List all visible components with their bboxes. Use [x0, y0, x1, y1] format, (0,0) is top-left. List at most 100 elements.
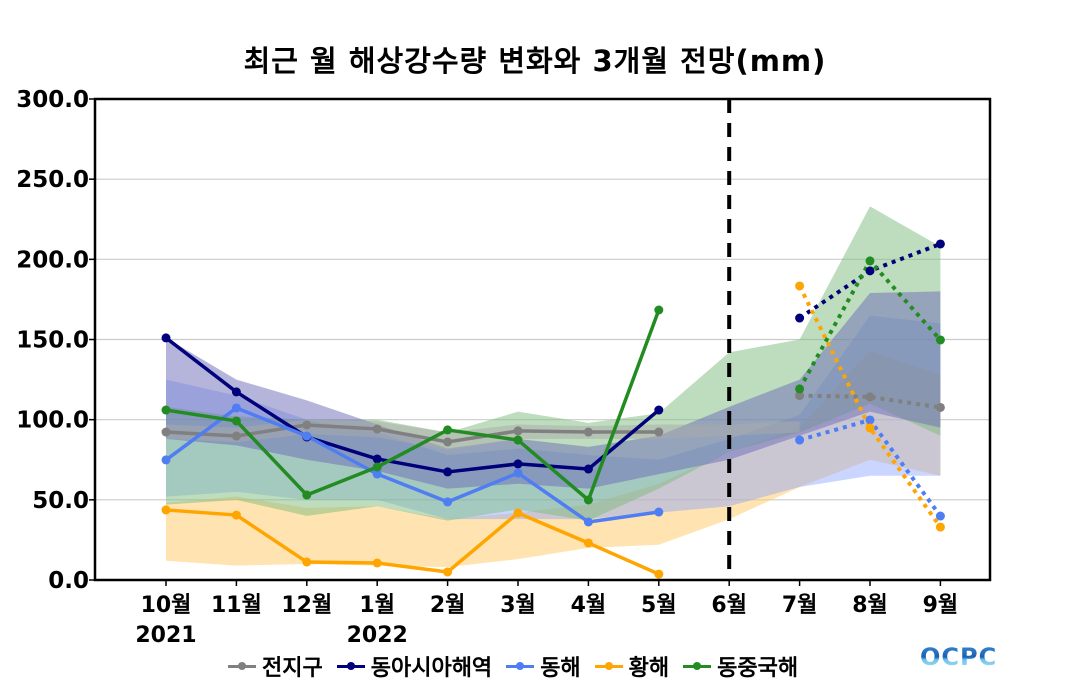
- data-point: [302, 557, 312, 567]
- data-point: [161, 405, 171, 415]
- year-label: 2021: [135, 623, 196, 648]
- data-point: [935, 522, 945, 532]
- data-point: [231, 416, 241, 426]
- data-point: [795, 435, 805, 445]
- data-point: [372, 454, 382, 464]
- data-point: [795, 313, 805, 323]
- data-point: [583, 538, 593, 548]
- range-bands: [166, 206, 941, 568]
- data-point: [865, 423, 875, 433]
- data-point: [372, 558, 382, 568]
- data-point: [513, 468, 523, 478]
- legend-swatch-icon: [681, 659, 713, 673]
- data-point: [231, 510, 241, 520]
- y-tick-label: 0.0: [48, 568, 89, 594]
- y-tick-label: 50.0: [32, 488, 89, 514]
- range-band: [166, 291, 941, 489]
- data-point: [302, 490, 312, 500]
- series-line-observed: [165, 508, 660, 576]
- data-point: [231, 431, 241, 441]
- x-tick-label: 4월: [571, 593, 607, 618]
- data-point: [654, 507, 664, 517]
- year-label: 2022: [347, 623, 408, 648]
- y-tick-label: 200.0: [16, 247, 89, 273]
- x-tick-label: 1월: [359, 593, 395, 618]
- series-line-observed: [164, 336, 660, 474]
- x-tick-label: 9월: [923, 593, 959, 618]
- legend-label: 동아시아해역: [370, 656, 493, 681]
- data-point: [443, 467, 453, 477]
- data-point: [302, 420, 312, 430]
- y-axis: 0.0 50.0 100.0 150.0 200.0 250.0 300.0: [16, 87, 95, 594]
- data-point: [443, 437, 453, 447]
- data-point: [231, 387, 241, 397]
- x-tick-label: 10월: [141, 593, 192, 618]
- data-point: [935, 335, 945, 345]
- data-point: [654, 569, 664, 579]
- legend-item: 전지구: [226, 650, 323, 682]
- data-point: [583, 517, 593, 527]
- data-point: [161, 333, 171, 343]
- x-tick-label: 7월: [782, 593, 818, 618]
- legend-swatch-icon: [226, 659, 258, 673]
- data-point: [865, 392, 875, 402]
- range-band: [166, 350, 941, 568]
- series-line-observed: [164, 406, 660, 524]
- x-tick-label: 6월: [711, 593, 747, 618]
- legend-item: 동해: [504, 650, 581, 682]
- legend-item: 황해: [593, 650, 669, 682]
- data-point: [865, 415, 875, 425]
- legend-item: 동아시아해역: [335, 650, 492, 682]
- data-point: [865, 256, 875, 266]
- data-point: [935, 511, 945, 521]
- data-point: [443, 567, 453, 577]
- data-point: [513, 435, 523, 445]
- data-point: [372, 462, 382, 472]
- x-tick-label: 12월: [281, 593, 332, 618]
- data-point: [935, 239, 945, 249]
- series-points: [161, 239, 945, 579]
- legend-label: 동해: [540, 656, 581, 681]
- x-tick-label: 5월: [641, 593, 677, 618]
- legend-swatch-icon: [504, 659, 536, 673]
- legend-swatch-icon: [593, 659, 625, 673]
- data-point: [161, 455, 171, 465]
- y-tick-label: 250.0: [16, 167, 89, 193]
- data-point: [161, 427, 171, 437]
- data-point: [302, 431, 312, 441]
- chart-title: 최근 월 해상강수량 변화와 3개월 전망(mm): [243, 44, 827, 78]
- data-point: [865, 266, 875, 276]
- data-point: [443, 497, 453, 507]
- x-tick-label: 11월: [211, 593, 262, 618]
- data-point: [161, 505, 171, 515]
- data-point: [372, 424, 382, 434]
- legend-item: 동중국해: [681, 650, 798, 682]
- series-line-forecast: [799, 393, 941, 410]
- legend-label: 동중국해: [717, 656, 799, 681]
- data-point: [583, 495, 593, 505]
- data-point: [513, 459, 523, 469]
- data-point: [795, 281, 805, 291]
- ocpc-logo: OCPC: [920, 643, 998, 671]
- data-point: [935, 402, 945, 412]
- data-point: [583, 464, 593, 474]
- y-tick-label: 300.0: [16, 87, 89, 113]
- legend-swatch-icon: [335, 659, 367, 673]
- legend: 전지구 동아시아해역 동해 황해 동중국해: [226, 650, 810, 682]
- x-tick-label: 2월: [430, 593, 466, 618]
- series-line-observed: [165, 309, 661, 502]
- data-point: [795, 391, 805, 401]
- legend-label: 전지구: [262, 656, 323, 681]
- data-point: [654, 405, 664, 415]
- data-point: [372, 469, 382, 479]
- data-point: [513, 426, 523, 436]
- x-axis: 10월 11월 12월 1월 2월 3월 4월 5월 6월 7월 8월 9월 2021 2022: [135, 580, 958, 648]
- legend-label: 황해: [628, 656, 670, 681]
- x-tick-label: 8월: [852, 593, 888, 618]
- data-point: [795, 384, 805, 394]
- data-point: [513, 508, 523, 518]
- data-point: [583, 427, 593, 437]
- data-point: [654, 427, 664, 437]
- data-point: [231, 403, 241, 413]
